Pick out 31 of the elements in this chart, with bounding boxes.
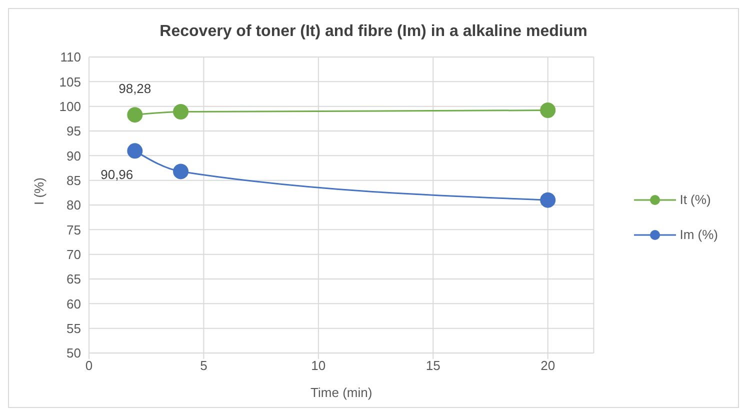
y-tick-label: 55 bbox=[66, 320, 81, 336]
y-tick-label: 90 bbox=[66, 148, 81, 164]
y-tick-label: 50 bbox=[66, 346, 81, 361]
point bbox=[127, 143, 143, 159]
point bbox=[540, 192, 556, 208]
x-tick-label: 20 bbox=[540, 358, 556, 374]
x-tick-label: 10 bbox=[311, 358, 326, 374]
y-tick-label: 75 bbox=[66, 222, 81, 238]
legend-label: It (%) bbox=[680, 192, 711, 207]
y-tick-label: 85 bbox=[66, 172, 81, 188]
point bbox=[173, 104, 189, 120]
y-tick-label: 65 bbox=[66, 272, 81, 287]
y-tick-label: 60 bbox=[66, 296, 81, 312]
data-label: 90,96 bbox=[100, 166, 134, 182]
y-tick-label: 110 bbox=[60, 50, 81, 65]
y-tick-label: 105 bbox=[59, 74, 81, 90]
point bbox=[540, 102, 556, 118]
legend-label: Im (%) bbox=[680, 227, 718, 242]
y-tick-label: 70 bbox=[66, 246, 81, 262]
x-tick-label: 0 bbox=[85, 358, 93, 374]
point bbox=[127, 107, 143, 123]
point bbox=[173, 164, 189, 180]
y-axis-title: I (%) bbox=[32, 178, 47, 205]
y-tick-label: 100 bbox=[59, 98, 81, 114]
x-axis-title: Time (min) bbox=[310, 385, 372, 400]
chart-title: Recovery of toner (It) and fibre (Im) in a alkaline medium bbox=[158, 22, 588, 42]
data-label: 98,28 bbox=[118, 80, 152, 96]
y-tick-label: 95 bbox=[66, 124, 81, 139]
y-tick-label: 80 bbox=[66, 198, 81, 213]
x-tick-label: 5 bbox=[200, 358, 208, 374]
x-tick-label: 15 bbox=[426, 358, 440, 374]
